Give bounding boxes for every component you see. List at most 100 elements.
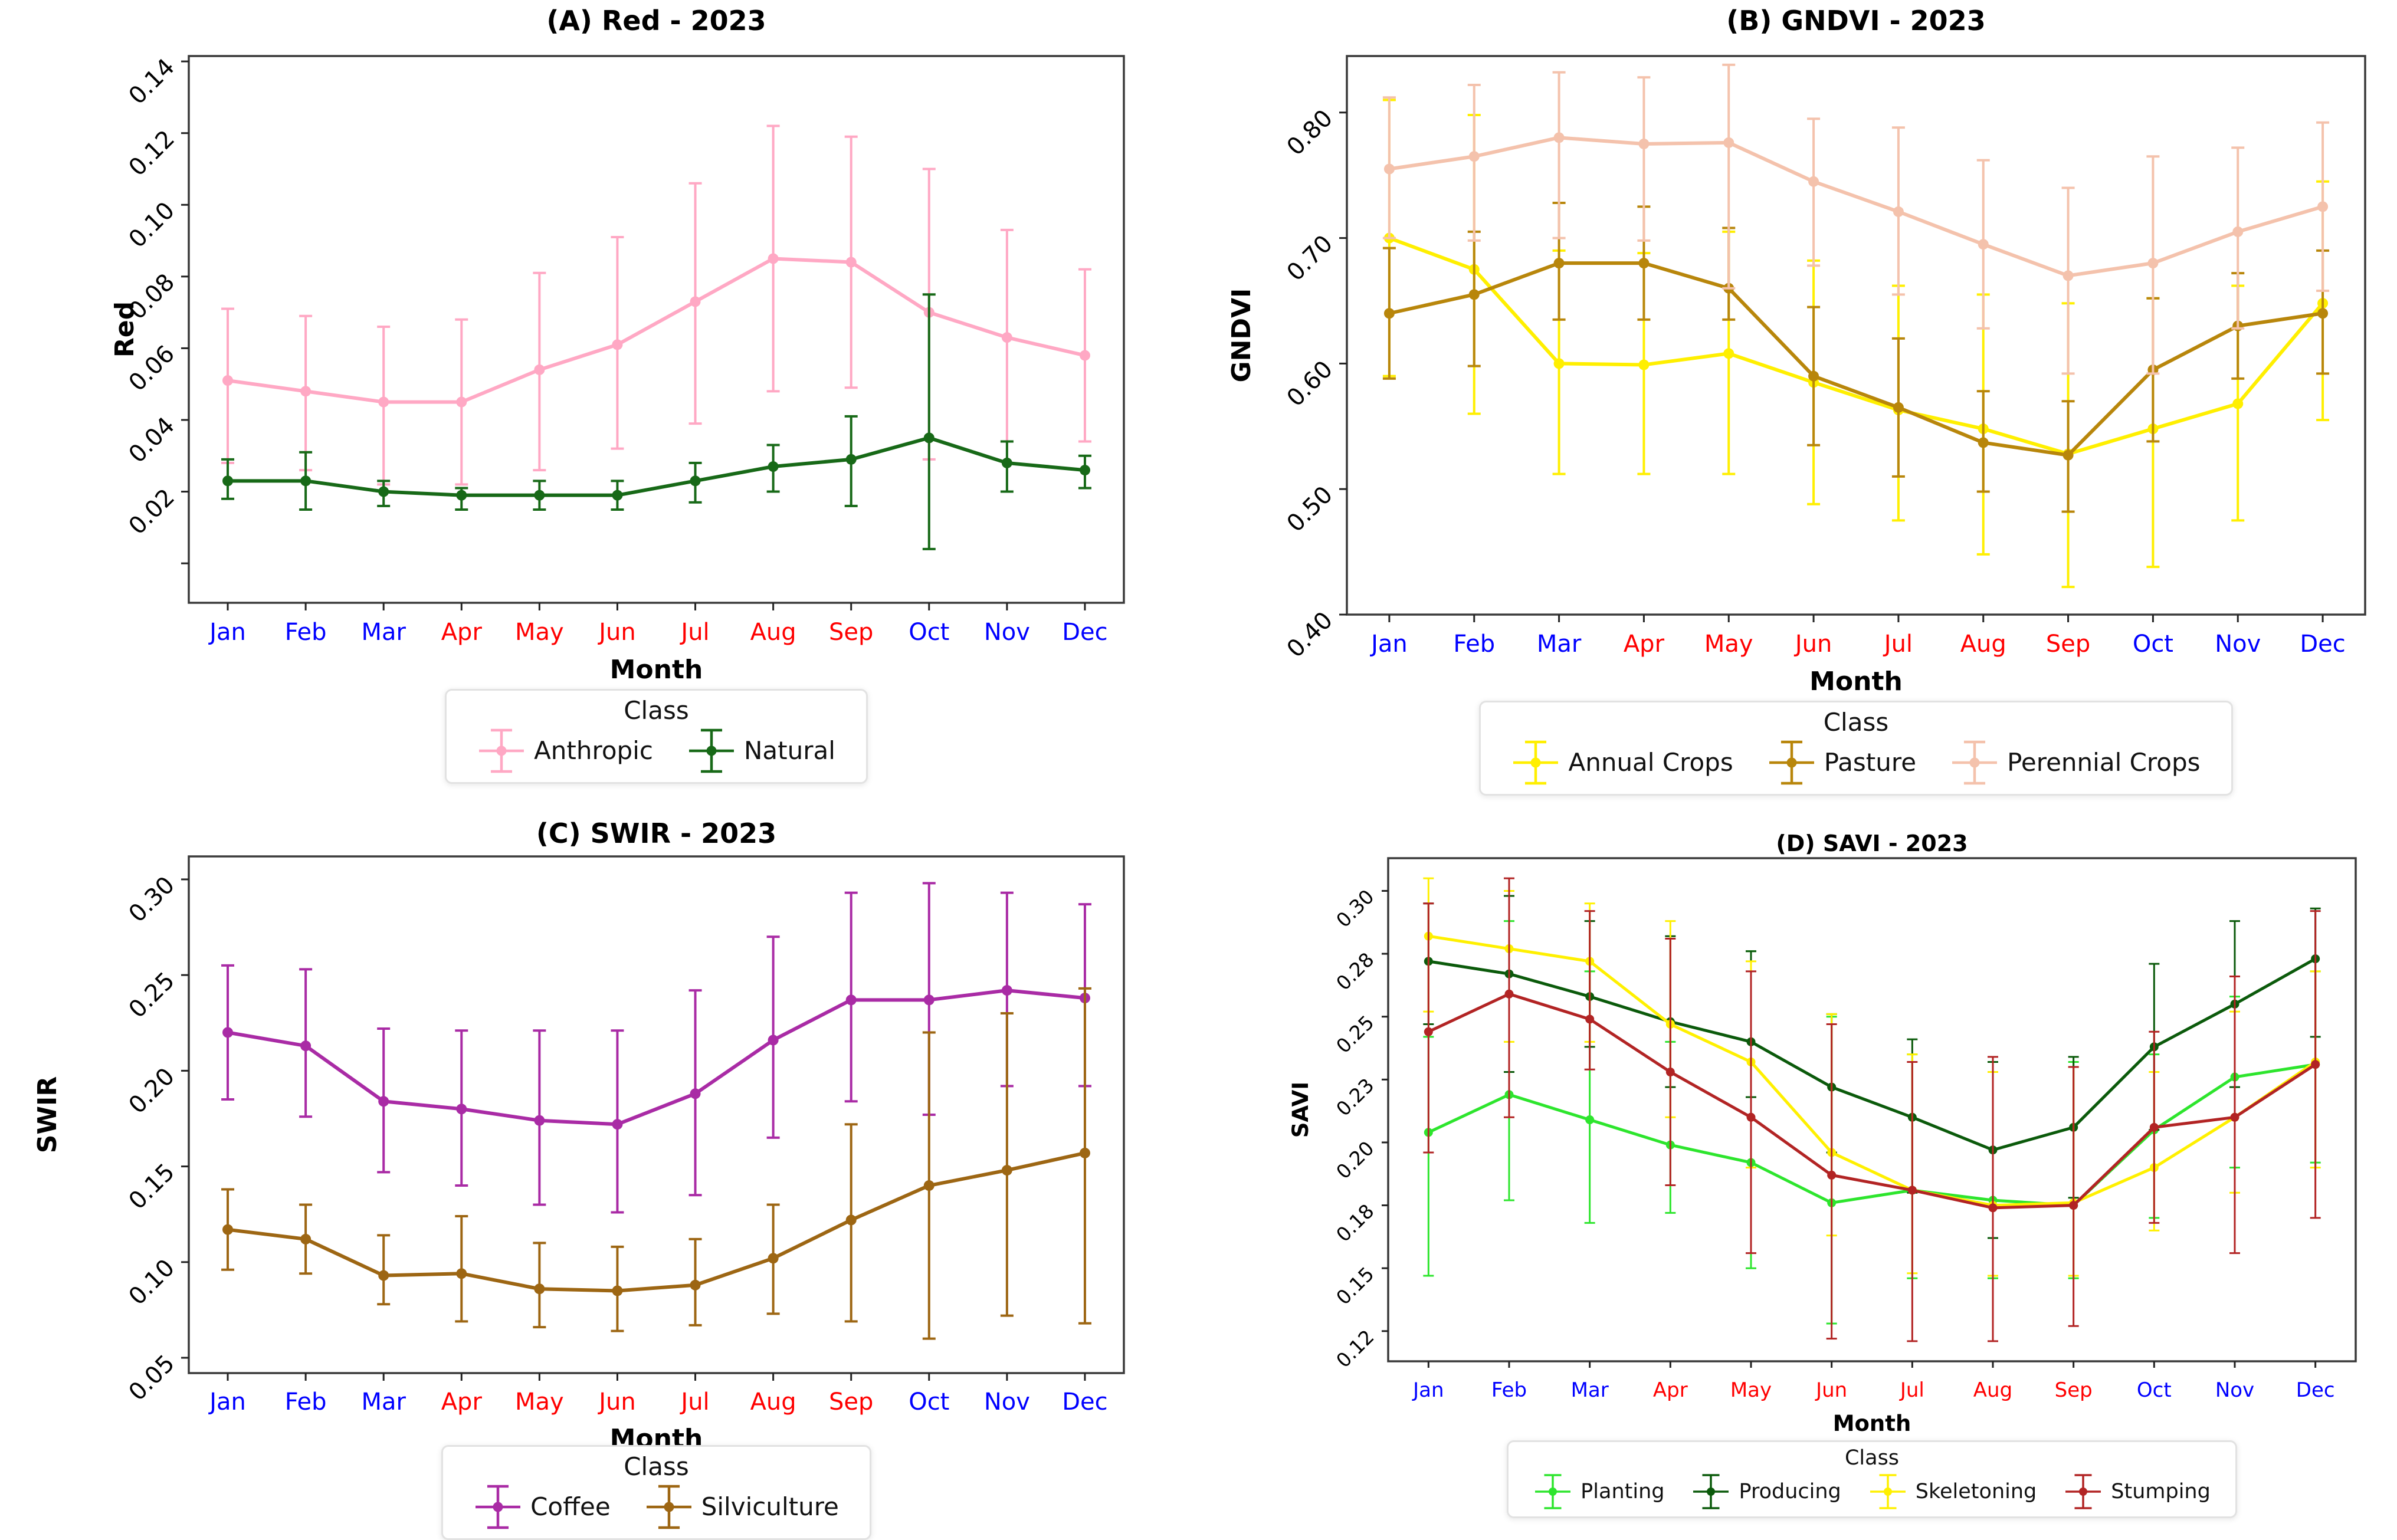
data-point-marker	[845, 994, 857, 1006]
glyph-marker	[1969, 757, 1980, 767]
x-axis: Jan Feb Mar Apr May Jun Jul Aug Sep Oct Nov Dec	[208, 603, 1108, 646]
glyph-marker	[664, 1502, 674, 1512]
data-point-marker	[2062, 270, 2074, 281]
legend-label: Annual Crops	[1568, 748, 1733, 777]
x-tick-label: Feb	[285, 619, 327, 646]
data-point-marker	[1893, 206, 1904, 217]
series-line	[226, 1151, 1087, 1293]
legend-label: Producing	[1739, 1479, 1841, 1503]
y-tick-label: 0.30	[1332, 885, 1379, 932]
data-point-marker	[1808, 176, 1819, 187]
data-point-marker	[1553, 132, 1565, 143]
panel-swir-legend: Class Coffee Silviculture	[441, 1445, 871, 1540]
x-axis: Jan Feb Mar Apr May Jun Jul Aug Sep Oct Nov Dec	[1369, 615, 2346, 658]
data-point-marker	[2069, 1201, 2078, 1210]
y-tick-label: 0.15	[1332, 1262, 1379, 1309]
data-point-marker	[2311, 1060, 2320, 1069]
series-silviculture	[221, 987, 1091, 1340]
x-tick-label: Mar	[1537, 631, 1582, 658]
data-point-marker	[1988, 1203, 1998, 1213]
x-tick-label: Apr	[441, 1388, 483, 1416]
x-tick-label: Jul	[679, 619, 709, 646]
data-point-marker	[1001, 457, 1012, 468]
legend-label: Perennial Crops	[2007, 748, 2201, 777]
data-point-marker	[2232, 398, 2244, 409]
x-tick-label: Jan	[1369, 631, 1408, 658]
data-point-marker	[300, 475, 311, 487]
y-axis-title: GNDVI	[1227, 288, 1257, 383]
data-point-marker	[923, 1180, 934, 1191]
data-point-marker	[1001, 985, 1012, 996]
x-tick-label: Aug	[750, 619, 796, 646]
panel-savi-title: (D) SAVI - 2023	[1776, 830, 1968, 856]
data-point-marker	[1638, 138, 1650, 149]
x-tick-label: Mar	[1571, 1378, 1609, 1402]
data-point-marker	[1079, 350, 1090, 361]
legend-item-perennial-crops: Perennial Crops	[1950, 740, 2201, 786]
y-tick-label: 0.14	[124, 54, 181, 110]
data-point-marker	[768, 1253, 779, 1264]
errorbar-glyph-icon	[1870, 1474, 1906, 1509]
data-point-marker	[1504, 989, 1514, 999]
x-tick-label: Aug	[1960, 631, 2006, 658]
y-tick-label: 0.50	[1282, 481, 1339, 538]
legend-item-planting: Planting	[1533, 1473, 1664, 1511]
data-point-marker	[222, 1224, 234, 1235]
data-point-marker	[222, 375, 234, 386]
data-point-marker	[1585, 1115, 1595, 1125]
y-tick-label: 0.18	[1332, 1200, 1379, 1247]
x-tick-label: Aug	[750, 1388, 796, 1416]
x-tick-label: Sep	[2055, 1378, 2093, 1402]
y-axis: 0.12 0.15 0.18 0.20 0.23 0.25 0.28 0.30	[1332, 885, 1388, 1372]
y-tick-label: 0.10	[124, 197, 181, 254]
x-tick-label: Dec	[2296, 1378, 2335, 1402]
data-point-marker	[1079, 465, 1090, 476]
data-point-marker	[378, 396, 389, 408]
data-point-marker	[690, 1088, 701, 1099]
legend-item-stumping: Stumping	[2064, 1473, 2211, 1511]
x-tick-label: Apr	[1653, 1378, 1688, 1402]
panel-gndvi: (B) GNDVI - 2023 0.40 0.50 0.60 0.70 0.80 Jan…	[1198, 0, 2397, 802]
series-stumping	[1423, 877, 2321, 1342]
y-axis: 0.05 0.10 0.15 0.20 0.25 0.30	[124, 871, 189, 1406]
legend-label: Pasture	[1824, 748, 1917, 777]
data-point-marker	[845, 257, 857, 268]
x-tick-label: Jan	[208, 619, 246, 646]
series-line	[1387, 236, 2325, 456]
y-tick-label: 0.04	[124, 412, 181, 469]
plot-area	[1346, 55, 2366, 616]
data-point-marker	[2147, 258, 2159, 269]
x-tick-label: Oct	[2133, 631, 2173, 658]
x-tick-label: Sep	[829, 619, 873, 646]
data-point-marker	[1723, 137, 1734, 148]
panel-gndvi-title: (B) GNDVI - 2023	[1726, 5, 1986, 37]
x-tick-label: Apr	[441, 619, 483, 646]
data-point-marker	[768, 461, 779, 472]
panel-savi: (D) SAVI - 2023 0.12 0.15 0.18 0.20 0.23 0.25…	[1198, 802, 2397, 1534]
data-point-marker	[378, 486, 389, 497]
legend-title: Class	[1844, 1446, 1900, 1470]
data-point-marker	[456, 490, 467, 501]
y-tick-label: 0.12	[1332, 1325, 1379, 1372]
errorbar-glyph-icon	[1693, 1474, 1729, 1509]
series-producing	[1423, 895, 2321, 1239]
errorbar-glyph-icon	[476, 1485, 521, 1529]
panel-swir-legend-wrap: Class Coffee Silviculture	[189, 1445, 1124, 1540]
data-point-marker	[300, 386, 311, 397]
legend-item-anthropic: Anthropic	[477, 728, 653, 774]
data-point-marker	[378, 1270, 389, 1281]
legend-items: Planting Producing Skeletoning Stumping	[1533, 1473, 2211, 1511]
data-point-marker	[612, 339, 623, 350]
legend-label: Stumping	[2111, 1479, 2211, 1503]
series-skeletoning	[1423, 877, 2321, 1277]
data-point-marker	[690, 1279, 701, 1291]
data-point-marker	[923, 432, 934, 444]
x-tick-label: Nov	[984, 619, 1030, 646]
data-point-marker	[923, 994, 934, 1006]
x-tick-label: Mar	[361, 1388, 406, 1416]
x-tick-label: Feb	[1453, 631, 1495, 658]
x-tick-label: Jun	[1815, 1378, 1847, 1402]
x-tick-label: Oct	[909, 1388, 949, 1416]
legend-label: Silviculture	[701, 1492, 839, 1521]
